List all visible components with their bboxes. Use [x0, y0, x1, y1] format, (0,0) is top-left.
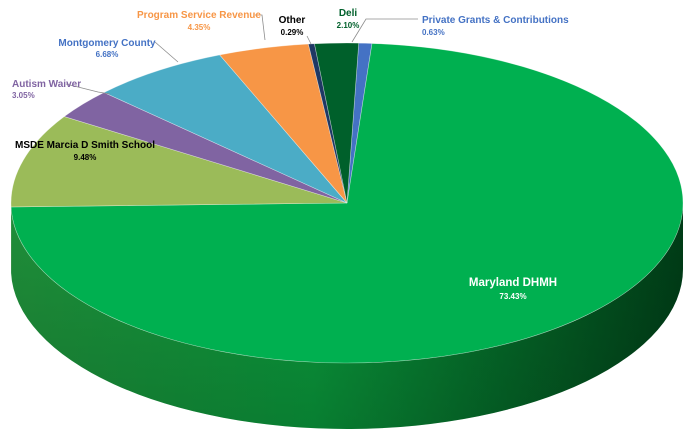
- pie-top: [10, 42, 683, 364]
- leader-line-private-grants-contributions: [351, 18, 418, 43]
- slice-value-program-service-revenue: 4.35%: [188, 23, 211, 32]
- slice-side-shade-maryland-dhmh: [11, 203, 683, 429]
- leader-lines: [65, 14, 418, 95]
- slice-labels: Private Grants & Contributions 0.63% Maryl…: [12, 8, 569, 301]
- pie-side: [11, 203, 683, 429]
- slice-label-maryland-dhmh: Maryland DHMH: [469, 277, 557, 289]
- leader-line-other: [306, 35, 312, 45]
- slice-value-deli: 2.10%: [337, 21, 360, 30]
- slice-value-msde-marcia-d-smith-school: 9.48%: [74, 153, 97, 162]
- slice-value-montgomery-county: 6.68%: [96, 50, 119, 59]
- slice-value-autism-waiver: 3.05%: [12, 91, 35, 100]
- slice-label-msde-marcia-d-smith-school: MSDE Marcia D Smith School: [15, 140, 155, 151]
- slice-msde-marcia-d-smith-school: [10, 116, 348, 208]
- slice-label-other: Other: [279, 15, 306, 26]
- slice-label-autism-waiver: Autism Waiver: [12, 79, 81, 90]
- slice-label-deli: Deli: [339, 8, 358, 19]
- slice-deli: [314, 42, 360, 204]
- slice-label-montgomery-county: Montgomery County: [58, 38, 156, 49]
- slice-label-program-service-revenue: Program Service Revenue: [137, 10, 261, 21]
- slice-value-other: 0.29%: [281, 28, 304, 37]
- slice-maryland-dhmh: [10, 43, 683, 364]
- slice-value-private-grants-contributions: 0.63%: [422, 28, 445, 37]
- slice-label-private-grants-contributions: Private Grants & Contributions: [422, 15, 569, 26]
- slice-montgomery-county: [103, 54, 348, 204]
- leader-line-autism-waiver: [65, 83, 111, 95]
- leader-line-montgomery-county: [154, 41, 179, 63]
- slice-value-maryland-dhmh: 73.43%: [499, 292, 526, 301]
- leader-line-program-service-revenue: [255, 14, 266, 41]
